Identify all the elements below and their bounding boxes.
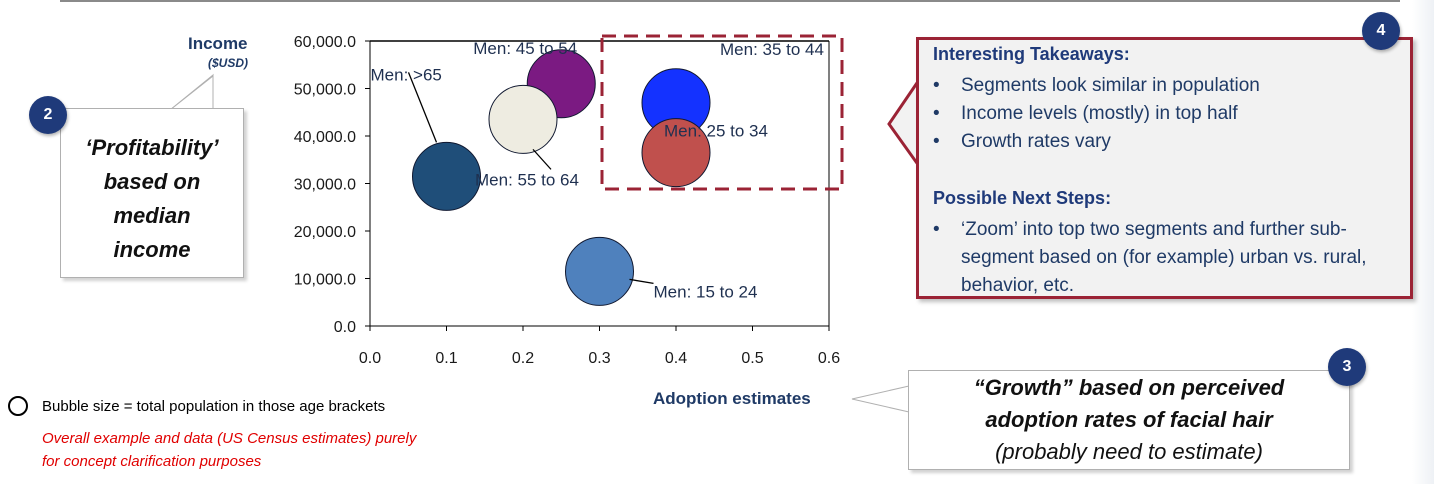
label-leader bbox=[407, 72, 438, 143]
bubble bbox=[565, 236, 634, 306]
bubble-label: Men: 25 to 34 bbox=[664, 122, 768, 141]
disclaimer-line-2: for concept clarification purposes bbox=[42, 453, 262, 470]
bubble-label: Men: 45 to 54 bbox=[473, 39, 577, 58]
growth-line-2: adoption rates of facial hair bbox=[985, 407, 1273, 432]
highlight-box bbox=[600, 34, 844, 191]
right-edge-shade bbox=[1412, 0, 1434, 484]
profitability-line: based on bbox=[103, 169, 201, 194]
takeaways-callout: Interesting Takeaways: • Segments look si… bbox=[916, 37, 1413, 299]
next-step-item: • ‘Zoom’ into top two segments and furthe… bbox=[933, 216, 1393, 300]
callout-4-pointer bbox=[887, 75, 921, 171]
growth-callout: “Growth” based on perceived adoption rat… bbox=[908, 370, 1350, 470]
growth-line-3: (probably need to estimate) bbox=[995, 439, 1263, 464]
y-axis-unit: ($USD) bbox=[208, 56, 249, 70]
badge-4: 4 bbox=[1362, 12, 1400, 50]
top-rule bbox=[60, 0, 1400, 2]
y-tick-label: 30,000.0 bbox=[294, 177, 356, 194]
x-axis-label: Adoption estimates bbox=[653, 389, 811, 408]
next-steps-heading: Possible Next Steps: bbox=[933, 188, 1112, 208]
x-tick-label: 0.1 bbox=[435, 350, 457, 367]
disclaimer-line-1: Overall example and data (US Census esti… bbox=[42, 430, 417, 447]
profitability-line: median bbox=[113, 203, 191, 228]
bubble bbox=[412, 141, 481, 211]
x-tick-label: 0.6 bbox=[818, 350, 840, 367]
bubble bbox=[641, 118, 711, 188]
y-axis-label: Income bbox=[188, 34, 248, 53]
y-tick-label: 50,000.0 bbox=[294, 82, 356, 99]
takeaway-item: • Segments look similar in population bbox=[933, 72, 1260, 100]
callout-2-pointer-edge bbox=[169, 74, 244, 111]
badge-3: 3 bbox=[1328, 348, 1366, 386]
y-tick-label: 0.0 bbox=[334, 319, 356, 336]
profitability-line: income bbox=[113, 237, 191, 262]
bubble-size-legend-icon bbox=[8, 396, 28, 416]
label-leader bbox=[629, 278, 654, 285]
x-tick-label: 0.5 bbox=[741, 350, 763, 367]
bullet: • bbox=[933, 131, 940, 152]
badge-2: 2 bbox=[29, 96, 67, 134]
bubble-size-legend-text: Bubble size = total population in those … bbox=[42, 398, 386, 415]
callout-3-pointer bbox=[851, 385, 910, 413]
bubble-label: Men: 35 to 44 bbox=[720, 40, 824, 59]
x-tick-label: 0.4 bbox=[665, 350, 687, 367]
bubble-label: Men: >65 bbox=[371, 65, 442, 84]
y-tick-label: 60,000.0 bbox=[294, 34, 356, 51]
takeaway-item: • Growth rates vary bbox=[933, 128, 1260, 156]
takeaways-list: • Segments look similar in population • In… bbox=[933, 72, 1260, 156]
takeaways-heading: Interesting Takeaways: bbox=[933, 44, 1130, 64]
bullet: • bbox=[933, 219, 940, 240]
bubble-label: Men: 15 to 24 bbox=[654, 282, 758, 301]
growth-line-1: “Growth” based on perceived bbox=[973, 375, 1285, 400]
bullet: • bbox=[933, 103, 940, 124]
takeaway-item: • Income levels (mostly) in top half bbox=[933, 100, 1260, 128]
label-leader bbox=[532, 148, 552, 170]
bullet: • bbox=[933, 75, 940, 96]
y-tick-label: 20,000.0 bbox=[294, 224, 356, 241]
bubble bbox=[488, 84, 558, 154]
y-tick-label: 10,000.0 bbox=[294, 272, 356, 289]
profitability-text: ‘Profitability’ based on median income bbox=[61, 131, 243, 267]
profitability-line: ‘Profitability’ bbox=[85, 135, 219, 160]
profitability-callout: ‘Profitability’ based on median income bbox=[60, 108, 244, 278]
x-tick-label: 0.2 bbox=[512, 350, 534, 367]
x-tick-label: 0.0 bbox=[359, 350, 381, 367]
y-tick-label: 40,000.0 bbox=[294, 129, 356, 146]
x-tick-label: 0.3 bbox=[588, 350, 610, 367]
bubble-label: Men: 55 to 64 bbox=[475, 170, 579, 189]
next-steps-list: • ‘Zoom’ into top two segments and furthe… bbox=[933, 216, 1393, 300]
